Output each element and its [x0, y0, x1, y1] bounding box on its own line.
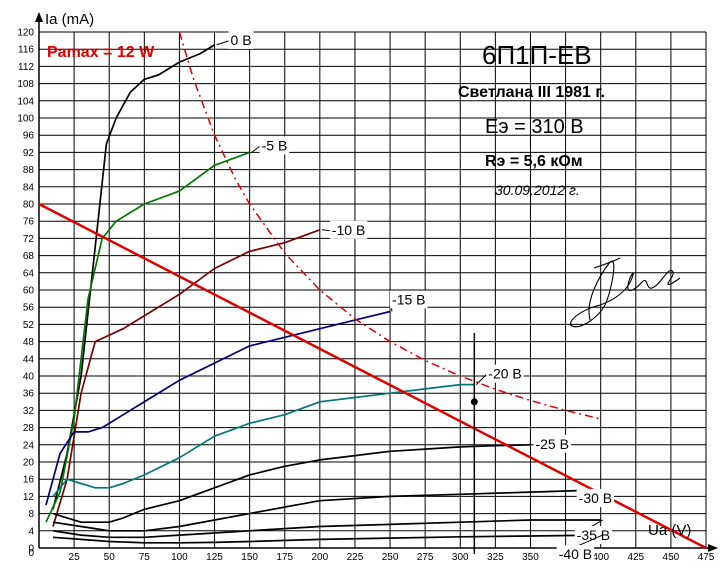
y-tick-label: 80 — [23, 200, 35, 211]
date-note: 30.09.2012 г. — [495, 182, 580, 198]
y-tick-label: 4 — [28, 526, 34, 537]
x-tick-label: 50 — [104, 552, 116, 563]
y-tick-label: 108 — [17, 79, 34, 90]
y-tick-label: 48 — [23, 337, 35, 348]
manufacturer-note: Светлана III 1981 г. — [458, 84, 605, 101]
y-tick-label: 72 — [23, 234, 35, 245]
y-tick-label: 112 — [18, 62, 34, 73]
series-curve — [53, 45, 215, 509]
x-tick-label: 0 — [28, 548, 34, 559]
series-label-leader — [217, 41, 229, 45]
y-tick-label: 8 — [28, 509, 34, 520]
y-tick-label: 84 — [23, 182, 35, 193]
grid — [39, 32, 706, 548]
y-tick-label: 28 — [23, 423, 35, 434]
x-tick-label: 450 — [663, 552, 680, 563]
x-tick-label: 25 — [69, 552, 81, 563]
y-tick-label: 12 — [23, 492, 35, 503]
series-label: -30 В — [579, 490, 612, 506]
series-label: -20 В — [488, 366, 521, 382]
y-tick-label: 64 — [23, 268, 35, 279]
y-tick-label: 116 — [18, 45, 34, 56]
y-tick-label: 40 — [23, 372, 35, 383]
x-axis-title: Ua (V) — [648, 522, 691, 539]
page-title: 6П1П-ЕВ — [482, 40, 592, 70]
series-label: -10 В — [332, 222, 365, 238]
x-tick-label: 150 — [241, 552, 258, 563]
y-tick-label: 68 — [23, 251, 35, 262]
y-tick-label: 52 — [23, 320, 35, 331]
series-label-leader — [322, 230, 330, 231]
y-tick-label: 56 — [23, 303, 35, 314]
supply-voltage-note: Eэ = 310 В — [485, 116, 584, 138]
x-tick-label: 175 — [276, 552, 293, 563]
y-tick-label: 104 — [17, 96, 34, 107]
y-tick-label: 120 — [17, 28, 34, 39]
series-label: -40 В — [559, 546, 592, 562]
series-label: 0 В — [231, 32, 252, 48]
x-tick-label: 125 — [206, 552, 223, 563]
x-tick-label: 400 — [592, 552, 609, 563]
y-tick-label: 60 — [23, 286, 35, 297]
y-tick-label: 20 — [23, 458, 35, 469]
x-tick-label: 100 — [171, 552, 188, 563]
y-tick-label: 92 — [23, 148, 35, 159]
series-curve — [53, 520, 601, 537]
overlays — [39, 32, 706, 554]
y-tick-label: 24 — [23, 440, 35, 451]
x-tick-label: 300 — [452, 552, 469, 563]
axes — [35, 12, 718, 552]
x-tick-label: 200 — [311, 552, 328, 563]
y-tick-label: 44 — [23, 354, 35, 365]
y-tick-label: 76 — [23, 217, 35, 228]
x-tick-label: 275 — [417, 552, 434, 563]
curve-labels: 0 В -5 В -10 В -15 В -20 В -25 В -30 В -35 В -40… — [217, 31, 615, 563]
x-tick-label: 225 — [347, 552, 364, 563]
x-axis-arrow — [708, 544, 718, 552]
signature-mark — [571, 258, 680, 327]
series-label: -35 В — [577, 527, 610, 543]
series-label: -5 В — [262, 137, 288, 153]
y-tick-label: 16 — [23, 475, 35, 486]
y-tick-label: 88 — [23, 165, 35, 176]
x-tick-label: 75 — [139, 552, 151, 563]
series-label: -15 В — [392, 292, 425, 308]
y-tick-label: 96 — [23, 131, 35, 142]
y-axis-title: Ia (mA) — [45, 11, 94, 28]
pamax-label: Pamax = 12 W — [47, 44, 155, 61]
x-tick-label: 250 — [382, 552, 399, 563]
y-tick-label: 36 — [23, 389, 35, 400]
y-tick-label: 32 — [23, 406, 35, 417]
screen-resistor-note: Rэ = 5,6 кОм — [485, 153, 583, 170]
series-label: -25 В — [535, 436, 568, 452]
x-tick-label: 350 — [522, 552, 539, 563]
y-tick-label: 100 — [17, 114, 34, 125]
series-label-leader — [252, 146, 260, 152]
series-curve — [46, 152, 250, 522]
operating-point — [471, 398, 478, 405]
x-tick-label: 475 — [698, 552, 715, 563]
series-curve — [53, 535, 601, 543]
y-axis-arrow — [35, 12, 43, 22]
x-tick-label: 325 — [487, 552, 504, 563]
x-tick-label: 425 — [627, 552, 644, 563]
